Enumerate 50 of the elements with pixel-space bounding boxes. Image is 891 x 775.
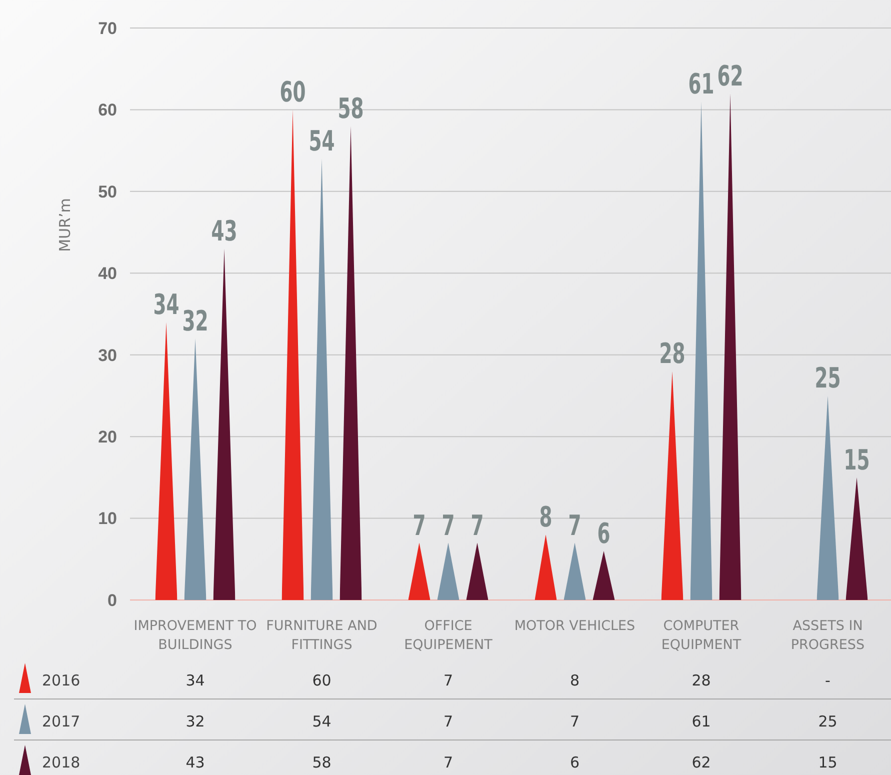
y-tick-label: 40 <box>98 264 117 284</box>
text: 7 <box>470 508 490 542</box>
y-tick-label: 0 <box>108 590 117 610</box>
text: 7 <box>442 508 462 542</box>
data-label: 7 <box>443 712 454 730</box>
text: 8 <box>539 500 559 534</box>
data-label: 7 <box>443 753 454 772</box>
x-tick-label: MOTOR VEHICLES <box>514 618 636 634</box>
data-label: 54 <box>312 712 332 730</box>
data-label: 7 <box>570 712 580 730</box>
text: - <box>825 671 830 690</box>
text: 6 <box>597 516 617 550</box>
data-label: 32 <box>186 712 205 730</box>
data-label: 7 <box>443 671 454 690</box>
text: 58 <box>338 92 377 126</box>
text: 62 <box>717 59 756 92</box>
data-label: 60 <box>312 671 332 690</box>
data-label: 34 <box>186 671 205 690</box>
data-label: 58 <box>312 753 332 772</box>
text: 7 <box>568 508 588 542</box>
text: 7 <box>412 508 432 542</box>
data-label: 25 <box>818 712 838 730</box>
y-tick-label: 10 <box>98 509 117 528</box>
x-tick-label: ASSETS IN PROGRESS <box>790 618 865 653</box>
y-tick-label: 20 <box>98 428 117 447</box>
text: 43 <box>211 214 250 248</box>
y-tick-label: 70 <box>98 18 117 38</box>
y-tick-label: 50 <box>98 182 117 202</box>
x-tick-label: OFFICE EQUIPEMENT <box>404 618 494 653</box>
y-tick-label: 30 <box>98 346 117 365</box>
text: 25 <box>814 362 854 395</box>
text: 60 <box>280 76 319 109</box>
y-axis-title: MUR’m <box>56 198 74 252</box>
data-label: 15 <box>818 753 838 772</box>
data-label: 43 <box>186 753 205 772</box>
x-tick-label: FURNITURE AND FITTINGS <box>266 618 378 653</box>
text: 15 <box>844 443 883 476</box>
data-label: 62 <box>692 753 711 772</box>
text: 28 <box>659 337 698 370</box>
legend-label: 2016 <box>42 671 80 690</box>
legend-label: 2017 <box>42 712 80 730</box>
data-label: 61 <box>692 712 711 730</box>
y-tick-label: 60 <box>98 100 117 120</box>
x-tick-label: IMPROVEMENT TO BUILDINGS <box>134 618 257 653</box>
x-tick-label: COMPUTER EQUIPMENT <box>661 618 742 653</box>
data-label: 6 <box>570 753 580 772</box>
data-label: 28 <box>692 671 711 690</box>
data-label: 8 <box>570 671 580 690</box>
legend-label: 2018 <box>42 753 80 772</box>
text: 54 <box>308 124 348 158</box>
